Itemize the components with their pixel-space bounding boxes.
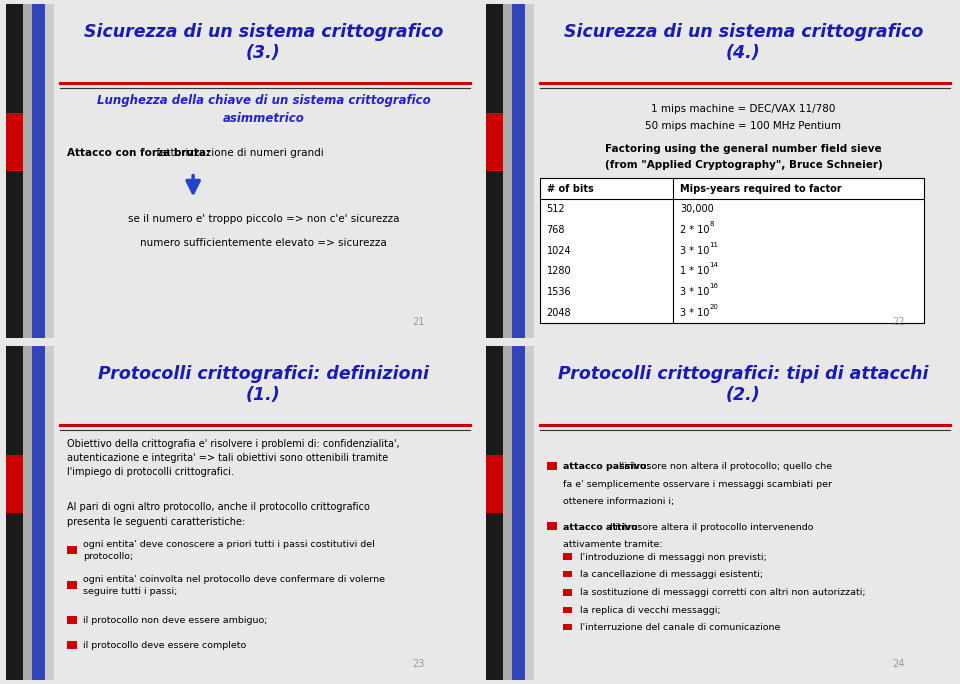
- Text: attacco passivo:: attacco passivo:: [564, 462, 650, 471]
- Text: Attacco con forza bruta:: Attacco con forza bruta:: [66, 148, 210, 157]
- Bar: [32, 4, 45, 338]
- Text: 11: 11: [709, 241, 719, 248]
- Bar: [564, 553, 571, 560]
- Text: la replica di vecchi messaggi;: la replica di vecchi messaggi;: [581, 605, 721, 615]
- Text: 50 mips machine = 100 MHz Pentium: 50 mips machine = 100 MHz Pentium: [645, 121, 841, 131]
- Text: Sicurezza di un sistema crittografico
(3.): Sicurezza di un sistema crittografico (3…: [84, 23, 444, 62]
- Text: l'intrusore non altera il protocollo; quello che: l'intrusore non altera il protocollo; qu…: [615, 462, 831, 471]
- Text: Factoring using the general number field sieve: Factoring using the general number field…: [605, 144, 881, 154]
- Text: 1024: 1024: [546, 246, 571, 256]
- Text: 14: 14: [709, 263, 719, 268]
- Text: 3 * 10: 3 * 10: [681, 308, 709, 318]
- Bar: [564, 589, 571, 596]
- Text: 2 * 10: 2 * 10: [681, 225, 709, 235]
- Text: attivamente tramite:: attivamente tramite:: [564, 540, 662, 549]
- Bar: [23, 346, 32, 680]
- Text: se il numero e' troppo piccolo => non c'e' sicurezza: se il numero e' troppo piccolo => non c'…: [128, 214, 399, 224]
- Text: Sicurezza di un sistema crittografico
(4.): Sicurezza di un sistema crittografico (4…: [564, 23, 924, 62]
- Bar: [6, 346, 23, 680]
- Text: Al pari di ogni altro protocollo, anche il protocollo crittografico
presenta le : Al pari di ogni altro protocollo, anche …: [66, 503, 370, 527]
- Text: ogni entita' deve conoscere a priori tutti i passi costitutivi del
protocollo;: ogni entita' deve conoscere a priori tut…: [84, 540, 374, 561]
- Bar: [66, 546, 77, 554]
- Text: (from "Applied Cryptography", Bruce Schneier): (from "Applied Cryptography", Bruce Schn…: [605, 159, 882, 170]
- Text: l'interruzione del canale di comunicazione: l'interruzione del canale di comunicazio…: [581, 623, 780, 632]
- Text: fa e' semplicemente osservare i messaggi scambiati per: fa e' semplicemente osservare i messaggi…: [564, 479, 832, 489]
- Text: fattorizzazione di numeri grandi: fattorizzazione di numeri grandi: [154, 148, 324, 157]
- Bar: [503, 4, 512, 338]
- Text: # of bits: # of bits: [546, 184, 593, 194]
- Text: il protocollo non deve essere ambiguo;: il protocollo non deve essere ambiguo;: [84, 616, 268, 625]
- Bar: [564, 607, 571, 613]
- Text: attacco attivo:: attacco attivo:: [564, 523, 641, 531]
- Text: 3 * 10: 3 * 10: [681, 287, 709, 297]
- Bar: [486, 4, 503, 338]
- Bar: [66, 641, 77, 649]
- Text: 20: 20: [709, 304, 719, 310]
- Bar: [6, 113, 23, 171]
- Bar: [32, 346, 45, 680]
- Bar: [486, 113, 503, 171]
- Text: la sostituzione di messaggi corretti con altri non autorizzati;: la sostituzione di messaggi corretti con…: [581, 588, 866, 597]
- Text: 24: 24: [892, 659, 904, 668]
- Text: ogni entita' coinvolta nel protocollo deve confermare di volerne
seguire tutti i: ogni entita' coinvolta nel protocollo de…: [84, 575, 385, 596]
- Bar: [540, 179, 924, 324]
- Bar: [546, 462, 557, 471]
- Text: il protocollo deve essere completo: il protocollo deve essere completo: [84, 641, 247, 650]
- Text: ottenere informazioni i;: ottenere informazioni i;: [564, 497, 674, 506]
- Text: l'introduzione di messaggi non previsti;: l'introduzione di messaggi non previsti;: [581, 553, 767, 562]
- Text: 21: 21: [412, 317, 424, 326]
- Text: 2048: 2048: [546, 308, 571, 318]
- Text: 30,000: 30,000: [681, 205, 714, 214]
- Bar: [525, 4, 535, 338]
- Text: l'intrusore altera il protocollo intervenendo: l'intrusore altera il protocollo interve…: [607, 523, 813, 531]
- Bar: [512, 346, 525, 680]
- Bar: [45, 4, 55, 338]
- Bar: [66, 581, 77, 589]
- Text: 1 mips machine = DEC/VAX 11/780: 1 mips machine = DEC/VAX 11/780: [651, 104, 835, 114]
- Text: 8: 8: [709, 221, 714, 227]
- Bar: [45, 346, 55, 680]
- Text: 3 * 10: 3 * 10: [681, 246, 709, 256]
- Text: 16: 16: [709, 283, 719, 289]
- Bar: [564, 624, 571, 631]
- Text: 22: 22: [892, 317, 904, 326]
- Text: Protocolli crittografici: definizioni
(1.): Protocolli crittografici: definizioni (1…: [98, 365, 429, 404]
- Bar: [486, 455, 503, 513]
- Text: 1 * 10: 1 * 10: [681, 267, 709, 276]
- Text: 1536: 1536: [546, 287, 571, 297]
- Bar: [546, 523, 557, 530]
- Bar: [23, 4, 32, 338]
- Bar: [512, 4, 525, 338]
- Text: Mips-years required to factor: Mips-years required to factor: [681, 184, 842, 194]
- Text: Lunghezza della chiave di un sistema crittografico
asimmetrico: Lunghezza della chiave di un sistema cri…: [97, 94, 430, 124]
- Bar: [486, 346, 503, 680]
- Text: 23: 23: [412, 659, 424, 668]
- Bar: [525, 346, 535, 680]
- Text: Obiettivo della crittografia e' risolvere i problemi di: confidenzialita',
auten: Obiettivo della crittografia e' risolver…: [66, 438, 399, 477]
- Text: 768: 768: [546, 225, 565, 235]
- Text: la cancellazione di messaggi esistenti;: la cancellazione di messaggi esistenti;: [581, 570, 763, 579]
- Text: Protocolli crittografici: tipi di attacchi
(2.): Protocolli crittografici: tipi di attacc…: [558, 365, 928, 404]
- Bar: [503, 346, 512, 680]
- Bar: [6, 455, 23, 513]
- Bar: [66, 616, 77, 624]
- Text: 1280: 1280: [546, 267, 571, 276]
- Bar: [564, 571, 571, 577]
- Text: numero sufficientemente elevato => sicurezza: numero sufficientemente elevato => sicur…: [140, 238, 387, 248]
- Text: 512: 512: [546, 205, 565, 214]
- Bar: [6, 4, 23, 338]
